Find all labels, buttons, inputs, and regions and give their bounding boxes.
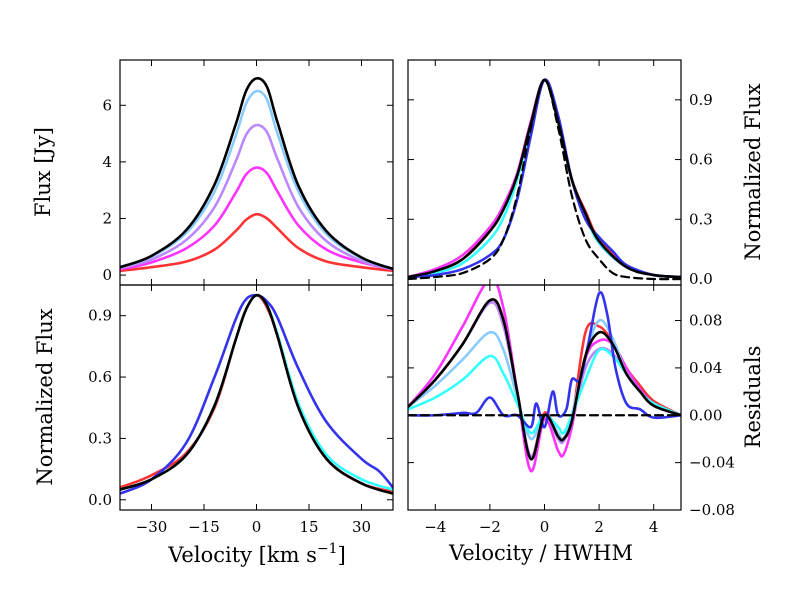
residuals-series-6 — [408, 298, 681, 461]
residuals-xtick-label: 4 — [649, 518, 659, 536]
flux-ytick-label: 6 — [102, 96, 112, 114]
residuals-ytick-label: −0.04 — [689, 454, 735, 472]
flux-ytick-label: 2 — [102, 209, 112, 227]
residuals-frame — [407, 284, 682, 511]
flux-y-label: Flux [Jy] — [31, 127, 55, 217]
norm-hwhm-ytick-label: 0.9 — [689, 91, 713, 109]
residuals-ytick-label: 0.00 — [689, 406, 722, 424]
norm-velocity-xtick-label: 30 — [352, 518, 371, 536]
flux-panel: 0 2 4 6 — [102, 59, 394, 286]
velocity-x-label-text: Velocity [km s — [167, 543, 317, 567]
residuals-y-label: Residuals — [741, 346, 765, 449]
normalized-velocity-panel: −30 −15 0 15 30 0.0 0.3 0.6 0.9 — [88, 284, 394, 536]
flux-series-group — [120, 76, 393, 273]
norm-velocity-series-2 — [120, 293, 393, 495]
norm-velocity-xtick-label: −30 — [136, 518, 168, 536]
norm-hwhm-series-3 — [408, 78, 681, 279]
residuals-xtick-label: −4 — [424, 518, 446, 536]
residuals-ytick-label: 0.08 — [689, 312, 722, 330]
norm-hwhm-ytick-label: 0.3 — [689, 210, 713, 228]
flux-ytick-label: 4 — [102, 153, 112, 171]
flux-series-0 — [120, 212, 393, 273]
residuals-series-5 — [408, 290, 681, 429]
norm-velocity-series-3 — [120, 293, 393, 495]
velocity-x-label-close: ] — [338, 543, 346, 567]
flux-series-1 — [120, 166, 393, 271]
norm-velocity-series-0 — [120, 293, 393, 493]
residuals-ytick-label: 0.04 — [689, 359, 722, 377]
norm-hwhm-series-5-dashed — [408, 78, 681, 281]
residuals-series-0 — [408, 298, 681, 459]
velocity-x-label: Velocity [km s−1] — [167, 541, 346, 567]
residuals-xtick-label: 0 — [540, 518, 550, 536]
norm-velocity-ytick-label: 0.9 — [88, 307, 112, 325]
norm-velocity-xtick-label: 15 — [299, 518, 318, 536]
norm-hwhm-frame — [407, 59, 682, 286]
norm-velocity-ytick-label: 0.3 — [88, 429, 112, 447]
norm-hwhm-ytick-label: 0.6 — [689, 151, 713, 169]
flux-series-2 — [120, 123, 393, 271]
norm-hwhm-ytick-label: 0.0 — [689, 270, 713, 288]
residuals-panel: −4 −2 0 2 4 −0.08 −0.04 0.00 0.04 0.08 — [407, 284, 735, 536]
norm-velocity-series-1 — [120, 293, 393, 491]
residuals-ytick-label: −0.08 — [689, 501, 735, 519]
residuals-series-1 — [408, 285, 681, 473]
residuals-series-3 — [408, 318, 681, 442]
norm-hwhm-series-0 — [408, 78, 681, 279]
flux-series-3 — [120, 89, 393, 271]
norm-hwhm-series-1 — [408, 78, 681, 279]
norm-hwhm-series-4 — [408, 78, 681, 279]
norm-velocity-ytick-label: 0.0 — [88, 491, 112, 509]
norm-hwhm-series-group — [408, 78, 681, 281]
residuals-xtick-label: −2 — [479, 518, 501, 536]
normalized-hwhm-panel: 0.0 0.3 0.6 0.9 — [407, 59, 713, 288]
velocity-x-label-exponent: −1 — [317, 541, 338, 557]
residuals-series-group — [408, 285, 681, 473]
norm-velocity-series-group — [120, 293, 393, 495]
residuals-series-2 — [408, 301, 681, 459]
norm-velocity-frame — [119, 284, 394, 511]
norm-hwhm-series-2 — [408, 78, 681, 279]
hwhm-x-label: Velocity / HWHM — [448, 541, 633, 565]
norm-velocity-xtick-label: −15 — [188, 518, 220, 536]
residuals-xtick-label: 2 — [594, 518, 604, 536]
norm-velocity-ytick-label: 0.6 — [88, 368, 112, 386]
flux-series-4 — [120, 76, 393, 271]
normalized-hwhm-y-label: Normalized Flux — [741, 83, 765, 260]
norm-velocity-xtick-label: 0 — [252, 518, 262, 536]
flux-ytick-label: 0 — [102, 266, 112, 284]
normalized-velocity-y-label: Normalized Flux — [33, 308, 57, 485]
